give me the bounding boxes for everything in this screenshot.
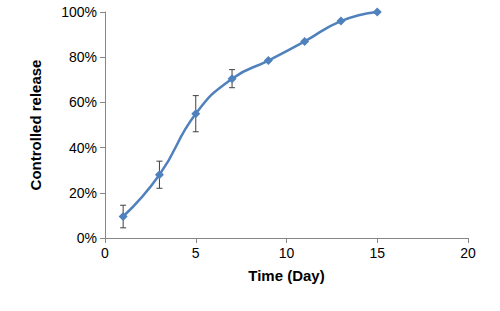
svg-text:Time (Day): Time (Day) bbox=[248, 267, 324, 284]
svg-text:15: 15 bbox=[369, 245, 385, 261]
svg-text:20: 20 bbox=[460, 245, 476, 261]
svg-text:80%: 80% bbox=[69, 49, 97, 65]
svg-text:0%: 0% bbox=[77, 230, 97, 246]
svg-text:Controlled release: Controlled release bbox=[27, 60, 44, 191]
svg-text:10: 10 bbox=[279, 245, 295, 261]
svg-text:0: 0 bbox=[101, 245, 109, 261]
svg-text:20%: 20% bbox=[69, 185, 97, 201]
svg-text:100%: 100% bbox=[61, 4, 97, 20]
svg-text:60%: 60% bbox=[69, 94, 97, 110]
svg-text:5: 5 bbox=[192, 245, 200, 261]
svg-text:40%: 40% bbox=[69, 140, 97, 156]
